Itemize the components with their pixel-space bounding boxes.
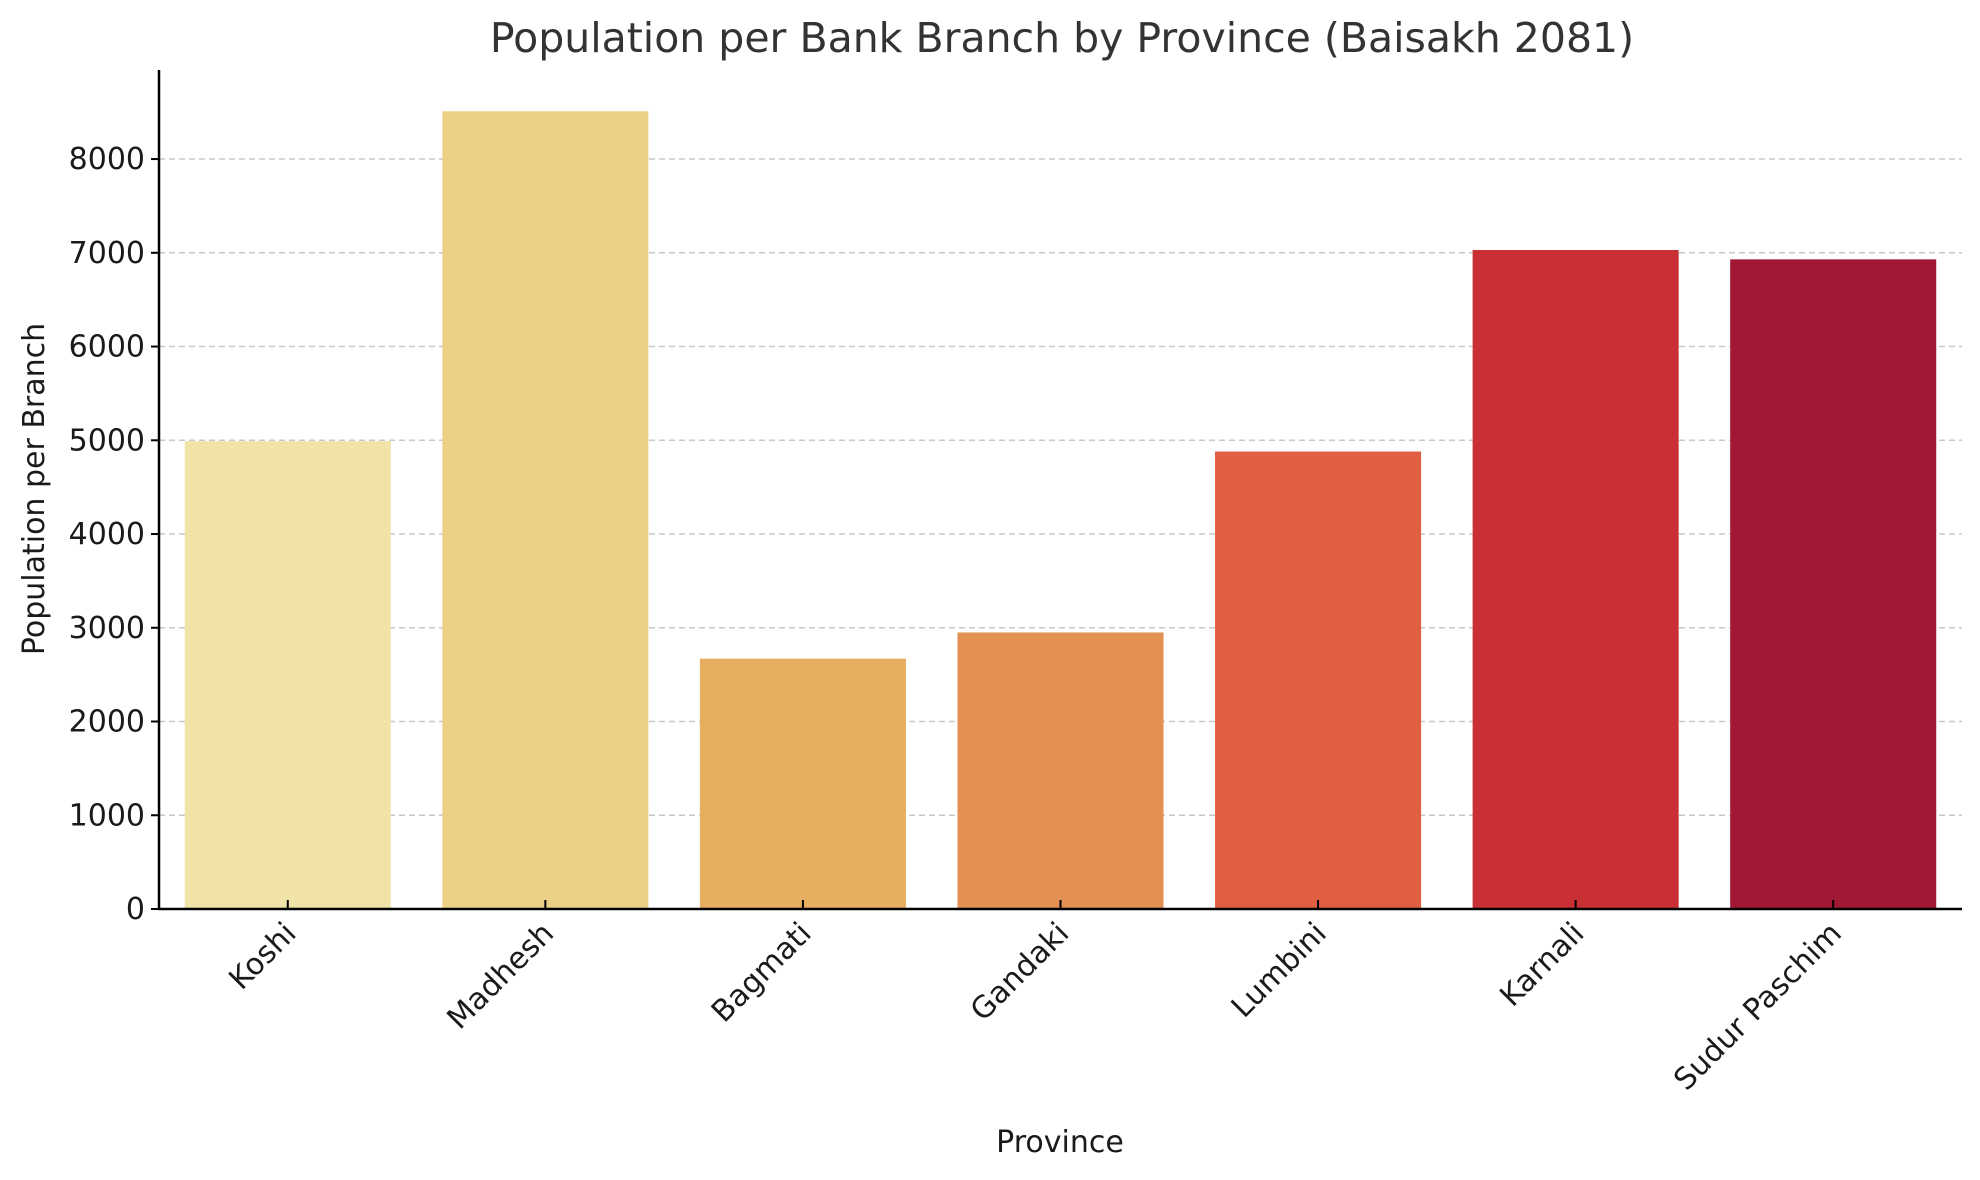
bar-gandaki [957, 632, 1164, 909]
y-tick-label: 8000 [69, 142, 145, 177]
bar-koshi [184, 441, 391, 909]
y-tick-label: 6000 [69, 330, 145, 365]
y-tick-label: 5000 [69, 423, 145, 458]
y-tick-label: 3000 [69, 611, 145, 646]
bar-bagmati [699, 658, 906, 909]
y-axis-label: Population per Branch [17, 323, 52, 655]
x-tick-label: Karnali [1493, 916, 1591, 1014]
x-tick-label: Lumbini [1225, 916, 1334, 1025]
x-tick-label: Gandaki [964, 916, 1076, 1028]
x-tick-label: Madhesh [440, 916, 561, 1037]
y-tick-label: 1000 [69, 798, 145, 833]
x-tick-label: Koshi [222, 916, 303, 997]
bar-madhesh [442, 111, 649, 909]
bar-lumbini [1215, 451, 1422, 909]
x-ticks: Koshi Madhesh Bagmati Gandaki Lumbini Karnali… [222, 900, 1849, 1098]
y-tick-label: 0 [126, 892, 145, 927]
x-tick-label: Sudur Paschim [1667, 916, 1849, 1098]
y-tick-label: 2000 [69, 705, 145, 740]
y-ticks: 0 1000 2000 3000 4000 5000 6000 7000 8000 [69, 142, 159, 927]
chart-title: Population per Bank Branch by Province (… [490, 14, 1634, 62]
x-tick-label: Bagmati [705, 916, 819, 1030]
y-tick-label: 7000 [69, 236, 145, 271]
bar-karnali [1472, 249, 1679, 910]
bar-sudur-paschim [1730, 259, 1937, 909]
bars [184, 111, 1937, 910]
y-tick-label: 4000 [69, 517, 145, 552]
x-axis-label: Province [996, 1125, 1124, 1160]
